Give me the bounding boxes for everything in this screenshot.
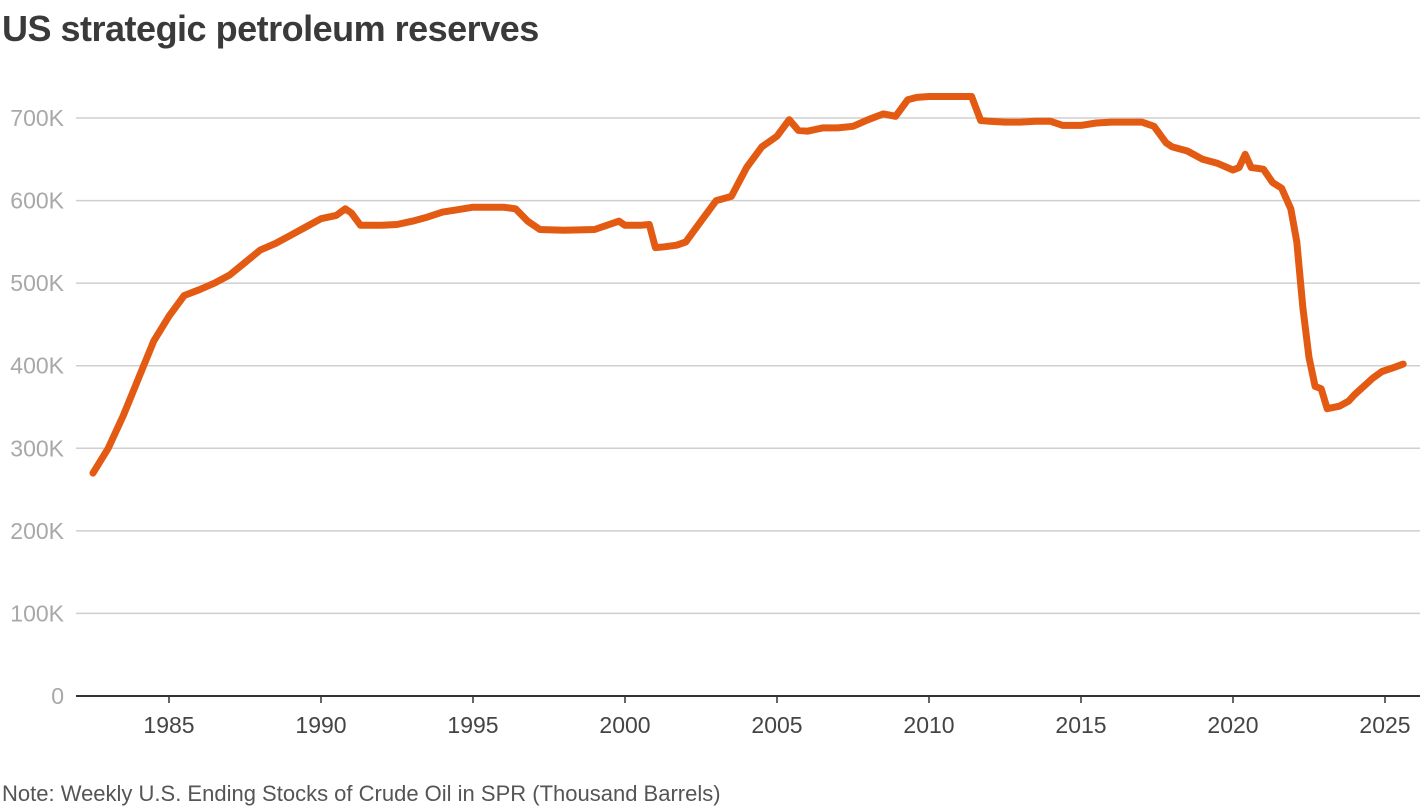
x-tick-label: 1995	[447, 712, 498, 738]
x-tick-label: 2000	[599, 712, 650, 738]
x-tick-label: 2025	[1359, 712, 1410, 738]
y-tick-label: 400K	[10, 353, 64, 379]
x-tick-label: 2005	[751, 712, 802, 738]
y-tick-label: 500K	[10, 270, 64, 296]
y-axis-tick-labels: 0 100K 200K 300K 400K 500K 600K 700K	[10, 105, 64, 709]
series-line-0	[89, 93, 1407, 477]
x-tick-label: 2010	[903, 712, 954, 738]
x-tick-label: 2020	[1207, 712, 1258, 738]
y-tick-label: 200K	[10, 518, 64, 544]
y-tick-label: 600K	[10, 188, 64, 214]
y-tick-label: 0	[51, 683, 64, 709]
chart-title: US strategic petroleum reserves	[2, 8, 539, 49]
y-tick-label: 700K	[10, 105, 64, 131]
x-tick-label: 1985	[143, 712, 194, 738]
x-tick-label: 2015	[1055, 712, 1106, 738]
x-tick-label: 1990	[295, 712, 346, 738]
series-layer	[89, 93, 1407, 477]
gridlines	[76, 117, 1420, 615]
y-tick-label: 300K	[10, 435, 64, 461]
y-tick-label: 100K	[10, 600, 64, 626]
x-axis-tick-labels: 1985 1990 1995 2000 2005 2010 2015 2020 2025	[143, 696, 1411, 738]
chart-note: Note: Weekly U.S. Ending Stocks of Crude…	[2, 781, 721, 806]
